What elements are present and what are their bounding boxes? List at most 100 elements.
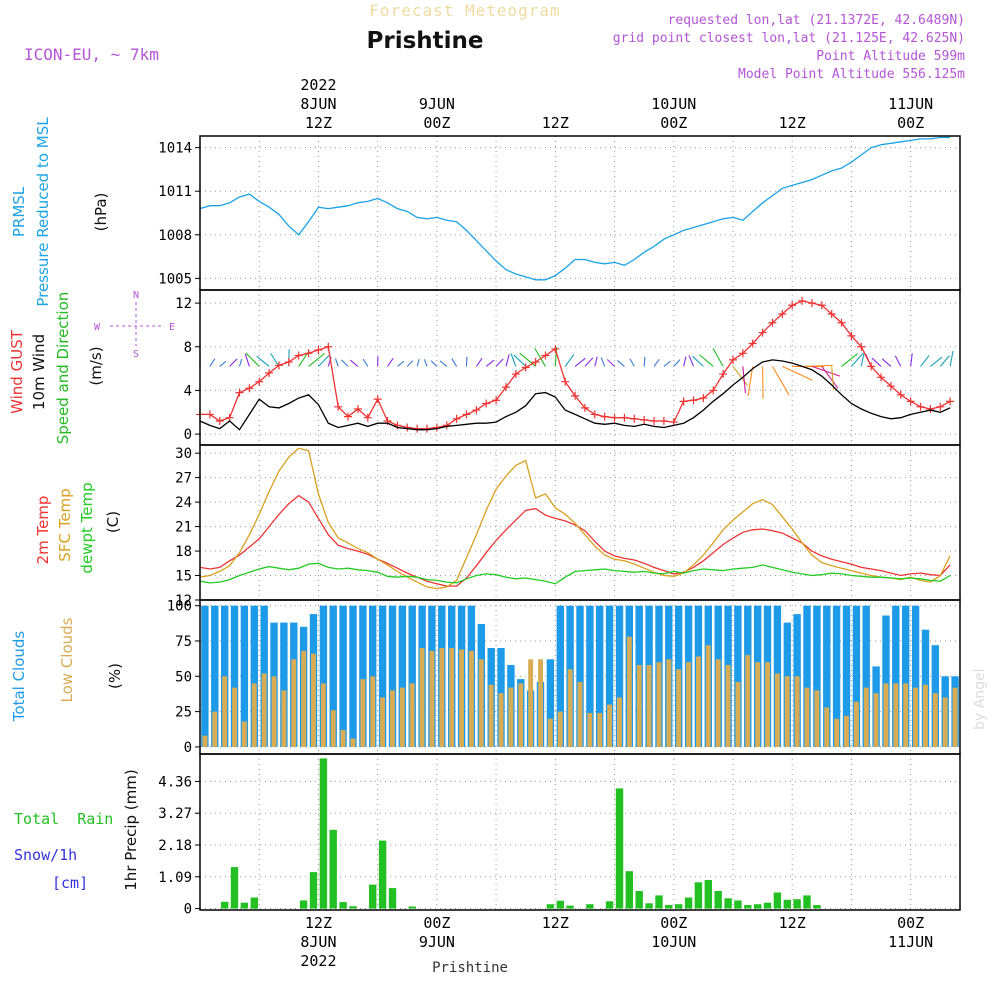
compass-east: E [169, 322, 175, 333]
rain-bar [684, 897, 693, 909]
wind-direction-arrow [643, 356, 646, 367]
gust-marker [245, 384, 254, 393]
gust-marker [798, 296, 807, 305]
wind-direction-arrow [485, 359, 495, 367]
low_clouds-bar [745, 655, 751, 747]
low_clouds-bar [903, 683, 909, 747]
panel-frame-3 [199, 444, 961, 601]
wind-direction-arrow [416, 358, 420, 367]
low_clouds-bar [469, 650, 474, 747]
rain-bar [230, 867, 239, 909]
sfc_temp-line [199, 447, 951, 590]
time-axis-label: 2022 [300, 76, 336, 94]
gust-marker [205, 410, 214, 419]
wind-direction-arrow [606, 359, 615, 367]
total_clouds-bar [359, 605, 367, 747]
rain-bar [240, 902, 249, 909]
wind-direction-arrow [683, 356, 687, 367]
wind-direction-arrow [513, 354, 527, 367]
low_clouds-bar [232, 687, 237, 747]
low_clouds-bar [518, 683, 524, 747]
rain-bar [408, 906, 416, 909]
low_clouds-bar [409, 683, 415, 747]
low_clouds-bar [547, 718, 553, 747]
rain-bar [704, 880, 712, 909]
wind-direction-arrow [349, 359, 359, 367]
grid-point-coords: grid point closest lon,lat (21.125E, 42.… [613, 31, 965, 46]
gust-marker [403, 423, 412, 432]
total_clouds-bar [280, 622, 288, 747]
y-tick-label: 18 [175, 544, 192, 560]
wind-direction-arrow [439, 360, 448, 367]
gust-marker [492, 396, 501, 405]
rain-bar [605, 901, 614, 909]
rain-bar [803, 895, 811, 909]
low_clouds-bar [567, 669, 573, 747]
gust-line [200, 300, 951, 430]
rain-bar [635, 891, 643, 909]
rain-bar [388, 888, 397, 909]
wind-direction-arrow [209, 358, 216, 367]
total_clouds-bar [813, 605, 821, 747]
total_clouds-bar [329, 605, 337, 747]
temp-ylabel-dewpt: dewpt Temp [78, 482, 96, 573]
dewpt-line [199, 562, 951, 585]
low_clouds-bar [370, 676, 376, 747]
total_clouds-bar [211, 605, 219, 747]
rain-bar [645, 903, 653, 909]
gust-marker [580, 403, 589, 412]
gust-marker [610, 413, 619, 422]
low_clouds-bar [360, 679, 366, 747]
low_clouds-bar [617, 697, 622, 747]
gust-marker [748, 339, 757, 348]
model-altitude: Model Point Altitude 556.125m [738, 67, 965, 82]
low_clouds-bar [725, 665, 731, 747]
low_clouds-bar [577, 681, 583, 747]
low_clouds-bar [261, 673, 267, 747]
rain-bar [319, 758, 328, 909]
pressure-panel: 1005 1008 1011 1014 PRMSL Pressure Reduced … [10, 117, 960, 307]
low_clouds-bar [636, 665, 642, 747]
total_clouds-bar [240, 605, 249, 747]
gust-marker [521, 363, 530, 372]
total_clouds-bar [576, 605, 584, 747]
wind-direction-arrow [871, 357, 882, 367]
precip-gridlines [200, 754, 960, 910]
time-axis-label: 00Z [660, 914, 687, 932]
compass-rose: N S W E [94, 290, 175, 360]
wind-direction-arrow [742, 366, 746, 394]
y-tick-label: 21 [175, 520, 192, 536]
rain-bar [793, 899, 801, 909]
wind-direction-arrow [406, 360, 414, 367]
pressure-y-ticks: 1005 1008 1011 1014 [158, 141, 200, 287]
time-axis-label: 00Z [897, 914, 924, 932]
y-tick-label: 12 [175, 593, 192, 609]
gust-marker [482, 399, 491, 408]
gust-marker [442, 421, 451, 430]
rain-bar [813, 905, 821, 909]
gust-marker [590, 410, 599, 419]
total_clouds-bar [902, 605, 910, 747]
low_clouds-bar [459, 649, 464, 747]
gust-marker [255, 377, 264, 386]
y-tick-label: 24 [175, 495, 192, 511]
time-axis-label: 9JUN [419, 95, 455, 113]
wind-y-ticks: 0 4 8 12 [175, 296, 200, 443]
rain-bar [566, 905, 574, 909]
rain-bar [556, 900, 564, 909]
wind-direction-arrow [229, 358, 238, 367]
wind-direction-arrow [397, 360, 405, 367]
y-tick-label: 15 [175, 569, 192, 585]
total_clouds-bar [546, 659, 555, 747]
rain-bar [783, 899, 791, 909]
gust-marker [452, 414, 461, 423]
pressure-gridlines [200, 136, 960, 290]
gust-marker [778, 310, 787, 319]
wind-ylabel: Wind GUST 10m Wind Speed and Direction (… [8, 292, 105, 445]
gust-marker [679, 397, 688, 406]
low_clouds-bar [281, 690, 287, 747]
low_clouds-bar [498, 693, 504, 747]
total_clouds-bar [734, 605, 742, 747]
